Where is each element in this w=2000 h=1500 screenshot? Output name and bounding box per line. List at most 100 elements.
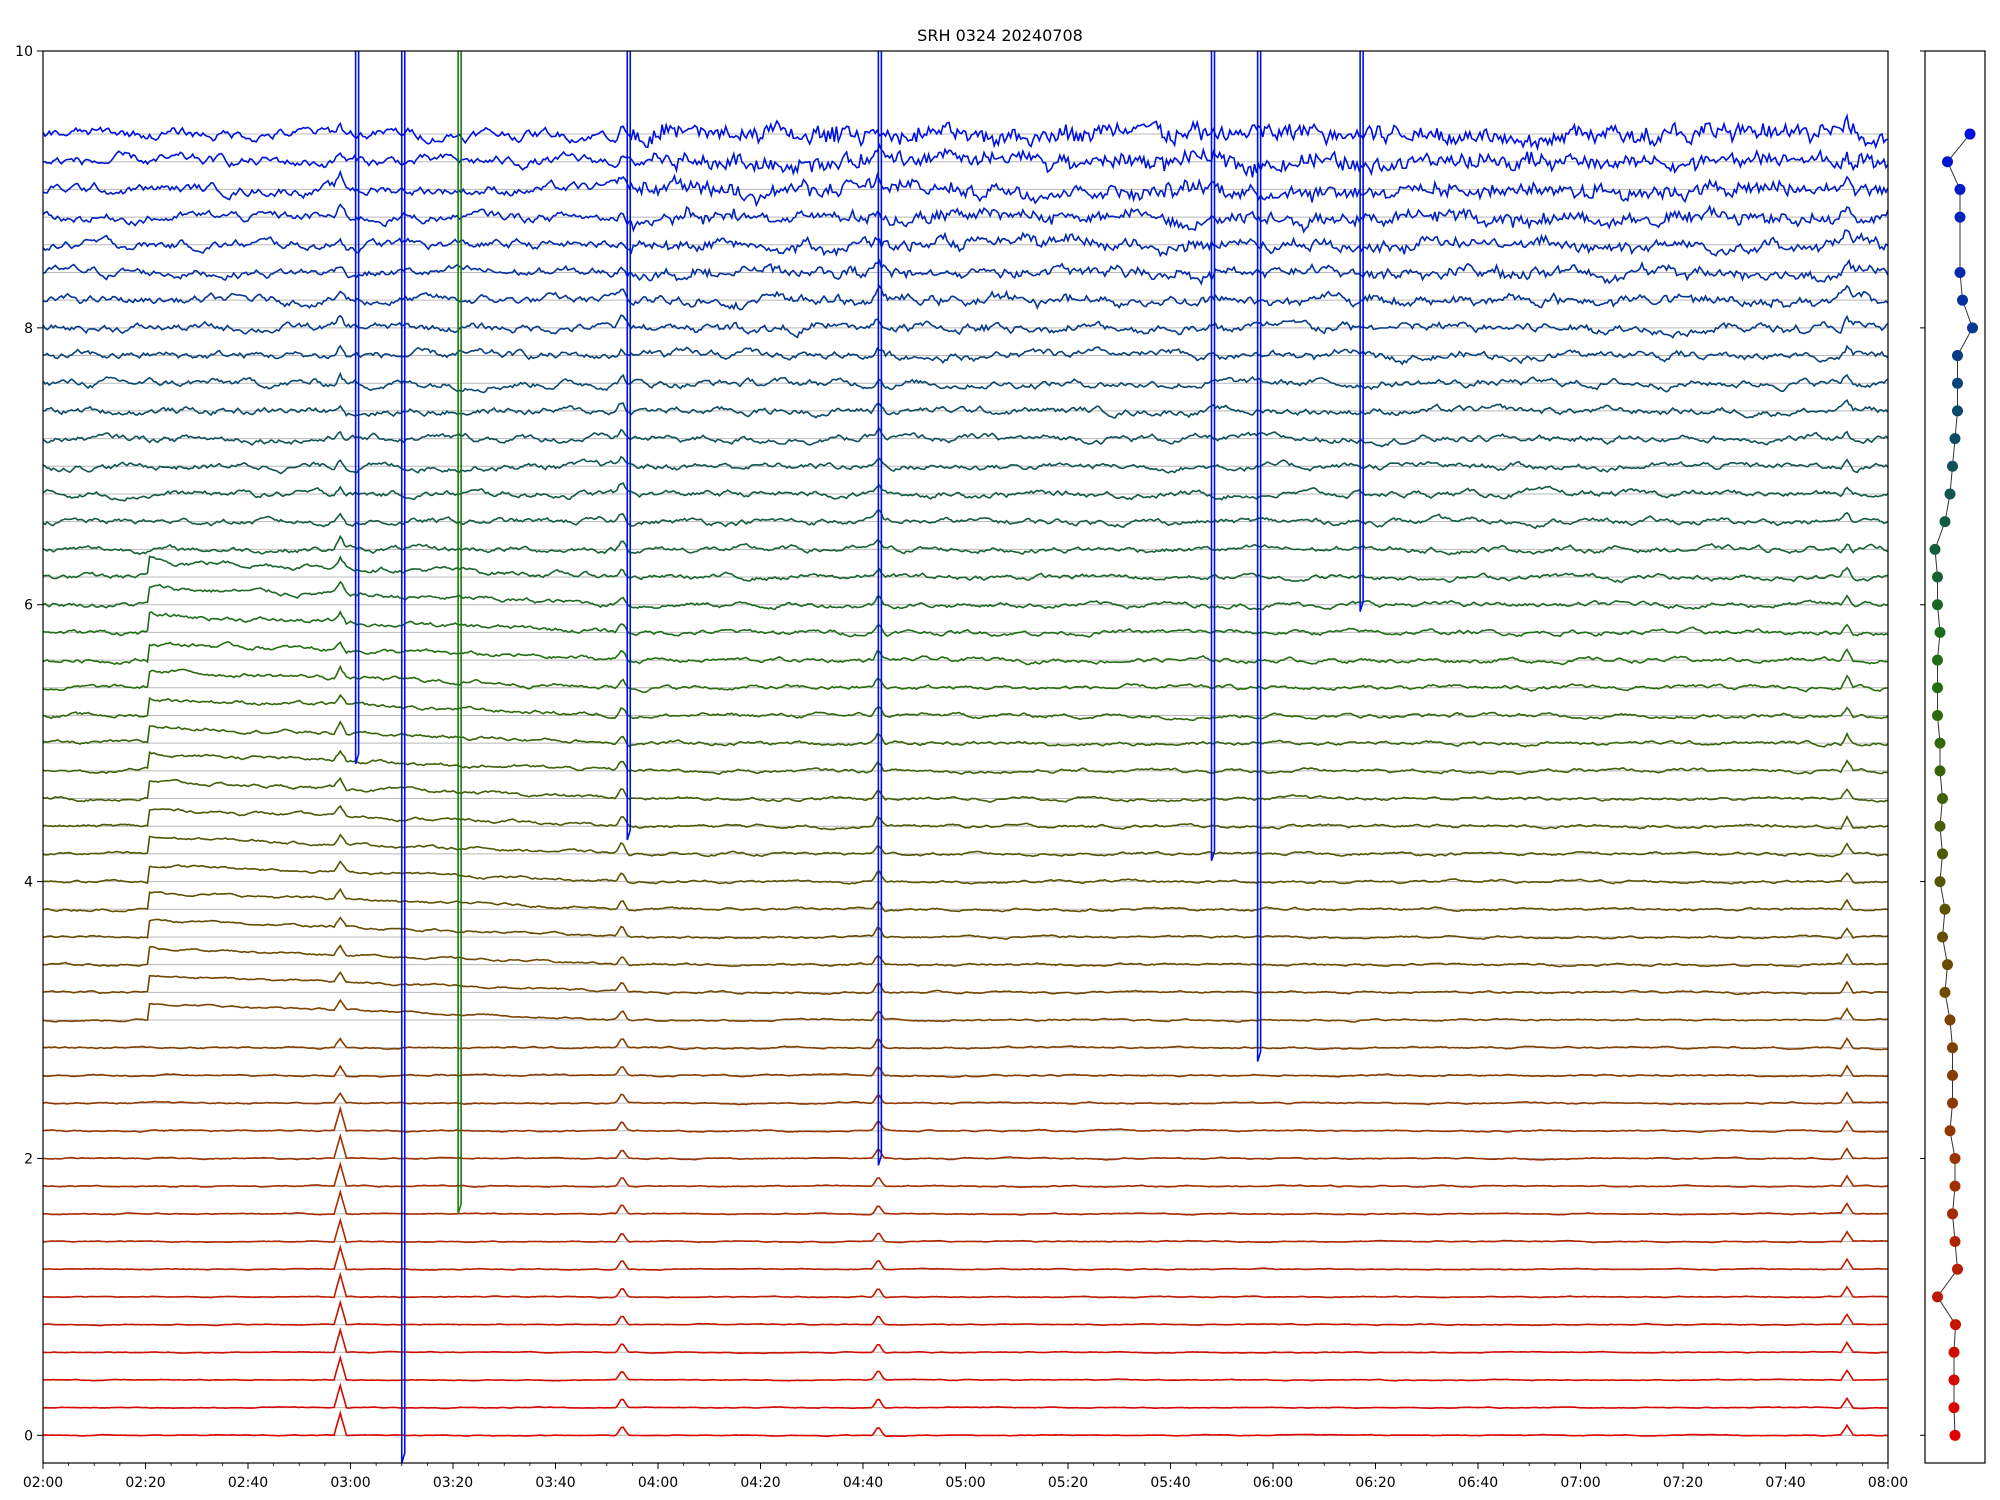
side-point — [1944, 1014, 1956, 1026]
x-tick-label: 03:40 — [535, 1475, 575, 1491]
channel-trace — [42, 916, 1889, 941]
side-point — [1949, 433, 1961, 445]
channel-trace — [42, 1299, 1889, 1327]
channel-trace — [42, 258, 1889, 286]
gridlines — [43, 133, 1888, 1436]
side-point — [1949, 1180, 1961, 1192]
trace-excursion — [400, 51, 406, 1464]
y-tick-label: 2 — [24, 1151, 33, 1167]
side-point — [1954, 211, 1966, 223]
x-tick-label: 05:00 — [945, 1475, 985, 1491]
side-point — [1934, 820, 1946, 832]
side-point — [1948, 1402, 1960, 1414]
channel-trace — [42, 1188, 1889, 1216]
channel-trace — [42, 398, 1889, 419]
channel-trace — [42, 804, 1889, 831]
x-tick-label: 06:40 — [1458, 1475, 1498, 1491]
channel-trace — [42, 971, 1889, 996]
trace-excursion — [1359, 51, 1364, 612]
side-point — [1947, 1069, 1958, 1081]
trace-excursion — [457, 51, 462, 1215]
channel-trace — [42, 203, 1889, 234]
trace-excursion — [354, 51, 360, 765]
channel-trace — [42, 1105, 1889, 1134]
side-point — [1934, 876, 1946, 888]
channel-trace — [42, 664, 1888, 694]
side-point — [1952, 350, 1963, 362]
channel-trace — [42, 169, 1889, 208]
channel-traces — [42, 51, 1889, 1464]
channel-trace — [42, 344, 1889, 366]
side-point — [1964, 128, 1976, 140]
channel-trace — [42, 749, 1889, 775]
side-point — [1944, 488, 1956, 500]
side-point — [1934, 765, 1946, 777]
side-point — [1954, 266, 1966, 278]
side-point — [1932, 682, 1943, 694]
x-tick-label: 05:40 — [1150, 1475, 1190, 1491]
side-point — [1949, 1236, 1961, 1248]
channel-trace — [42, 580, 1889, 611]
x-tick-label: 05:20 — [1048, 1475, 1088, 1491]
channel-trace — [43, 1161, 1889, 1189]
channel-trace — [42, 427, 1889, 448]
side-point — [1937, 848, 1948, 860]
side-point — [1932, 709, 1943, 721]
channel-trace — [43, 1132, 1889, 1161]
channel-trace — [42, 112, 1889, 152]
x-tick-label: 07:40 — [1765, 1475, 1805, 1491]
channel-trace — [42, 776, 1889, 803]
side-point — [1934, 737, 1946, 749]
channel-trace — [42, 693, 1889, 722]
x-tick-label: 06:00 — [1253, 1475, 1293, 1491]
x-tick-label: 06:20 — [1355, 1475, 1395, 1491]
x-axis: 02:00 02:20 02:40 03:00 03:20 03:40 04:00 04:20… — [23, 1463, 1908, 1491]
side-point — [1939, 903, 1951, 915]
x-tick-label: 02:40 — [228, 1475, 268, 1491]
y-tick-label: 8 — [24, 321, 33, 337]
channel-trace — [42, 229, 1889, 258]
plot-frame — [42, 50, 1889, 1464]
channel-trace — [42, 1244, 1889, 1272]
side-point — [1934, 626, 1946, 638]
x-tick-label: 07:20 — [1663, 1475, 1703, 1491]
channel-trace — [42, 371, 1889, 394]
side-point — [1949, 1429, 1961, 1441]
channel-trace — [42, 555, 1889, 584]
trace-excursion — [626, 51, 632, 841]
x-tick-label: 08:00 — [1868, 1475, 1908, 1491]
side-point — [1950, 1319, 1961, 1331]
channel-trace — [42, 534, 1889, 556]
channel-trace — [42, 509, 1889, 530]
x-tick-label: 03:00 — [330, 1475, 370, 1491]
side-point — [1948, 1374, 1960, 1386]
side-point — [1952, 377, 1963, 389]
channel-trace — [42, 720, 1889, 748]
side-panel-frame — [1924, 50, 1986, 1464]
channel-trace — [42, 314, 1889, 339]
channel-trace — [42, 482, 1889, 502]
x-tick-label: 04:00 — [638, 1475, 678, 1491]
x-tick-label: 07:00 — [1560, 1475, 1600, 1491]
side-point — [1932, 1291, 1943, 1303]
channel-trace — [42, 1271, 1889, 1299]
side-point — [1949, 1152, 1961, 1164]
side-point — [1939, 986, 1951, 998]
side-point — [1947, 1097, 1958, 1109]
x-tick-label: 03:20 — [433, 1475, 473, 1491]
trace-excursion — [877, 51, 883, 1166]
side-point — [1932, 599, 1943, 611]
channel-trace — [42, 944, 1889, 968]
y-tick-label: 0 — [24, 1428, 33, 1444]
side-point — [1944, 1125, 1956, 1137]
trace-excursion — [1210, 51, 1216, 862]
side-point — [1937, 931, 1948, 943]
side-point — [1932, 571, 1943, 583]
channel-trace — [42, 887, 1889, 913]
side-point — [1957, 294, 1968, 306]
y-axis: 0 2 4 6 8 10 — [15, 44, 1925, 1444]
channel-trace — [43, 1410, 1889, 1438]
y-tick-label: 10 — [15, 44, 33, 60]
